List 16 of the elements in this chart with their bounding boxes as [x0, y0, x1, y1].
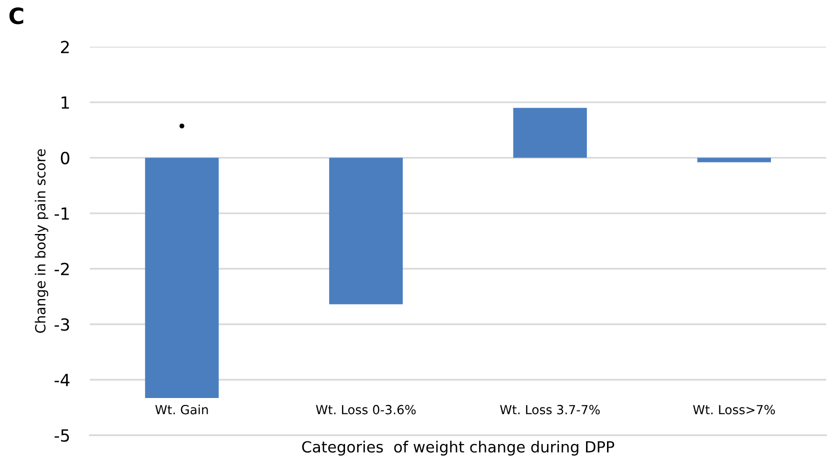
- x-tick-label: Wt. Loss 3.7-7%: [500, 404, 600, 414]
- chart-title: C: [9, 7, 24, 24]
- annotation: •: [179, 124, 184, 128]
- y-tick-label: -3: [54, 318, 70, 331]
- x-tick-label: Wt. Loss>7%: [693, 404, 775, 414]
- y-tick-label: 0: [60, 152, 70, 164]
- x-axis-title: Categories of weight change during DPP: [302, 440, 614, 456]
- x-tick-label: Wt. Gain: [155, 404, 208, 414]
- y-tick-label: -1: [54, 207, 69, 220]
- y-tick-label: 2: [61, 40, 69, 54]
- y-tick-label: -4: [54, 374, 70, 386]
- y-tick-label: -5: [54, 429, 69, 442]
- y-axis-title: Change in body pain score: [34, 149, 48, 333]
- x-tick-label: Wt. Loss 0-3.6%: [316, 404, 416, 414]
- y-tick-label: -2: [54, 262, 69, 276]
- y-tick-label: 1: [62, 96, 69, 109]
